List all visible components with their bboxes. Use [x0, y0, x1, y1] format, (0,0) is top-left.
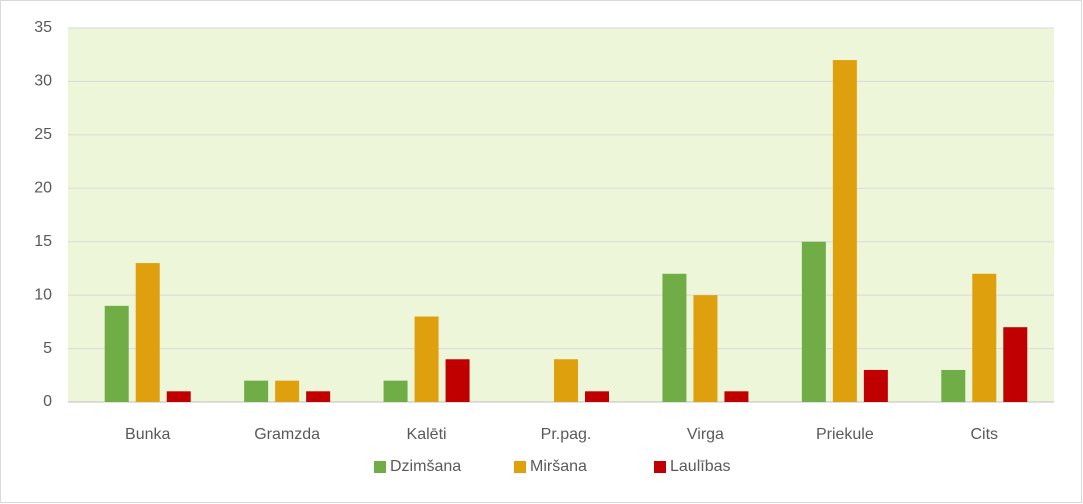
bar	[275, 380, 300, 402]
bar	[662, 273, 687, 402]
bar	[972, 273, 997, 402]
bar	[445, 359, 470, 402]
legend-swatch	[514, 461, 526, 473]
y-tick-label: 10	[34, 286, 52, 303]
y-tick-label: 5	[43, 340, 52, 357]
x-tick-label: Priekule	[816, 426, 874, 443]
bar	[585, 391, 609, 402]
x-tick-label: Cits	[971, 426, 999, 443]
legend-label: Laulības	[670, 458, 731, 475]
y-tick-label: 0	[43, 393, 52, 410]
y-tick-label: 20	[34, 180, 52, 197]
bar	[693, 295, 718, 402]
y-tick-label: 35	[34, 19, 52, 36]
bar	[554, 359, 578, 402]
y-tick-label: 25	[34, 126, 52, 143]
bar	[832, 60, 857, 403]
bar	[166, 391, 191, 402]
bar	[1003, 327, 1028, 402]
bar	[306, 391, 331, 402]
legend-label: Miršana	[530, 458, 587, 475]
legend-swatch	[374, 461, 386, 473]
x-tick-label: Virga	[687, 426, 724, 443]
x-tick-label: Gramzda	[254, 426, 320, 443]
bar	[104, 305, 129, 402]
plot-area	[68, 28, 1054, 402]
bar	[941, 369, 966, 402]
x-tick-label: Pr.pag.	[541, 426, 592, 443]
bar	[863, 369, 888, 402]
bar	[414, 316, 439, 402]
legend-label: Dzimšana	[390, 458, 461, 475]
y-tick-label: 15	[34, 233, 52, 250]
bar	[383, 380, 408, 402]
legend-swatch	[654, 461, 666, 473]
bar	[135, 263, 160, 402]
bar	[244, 380, 269, 402]
bar	[724, 391, 749, 402]
bar	[801, 241, 826, 402]
x-tick-label: Kalēti	[407, 426, 447, 443]
x-tick-label: Bunka	[125, 426, 170, 443]
y-tick-label: 30	[34, 73, 52, 90]
